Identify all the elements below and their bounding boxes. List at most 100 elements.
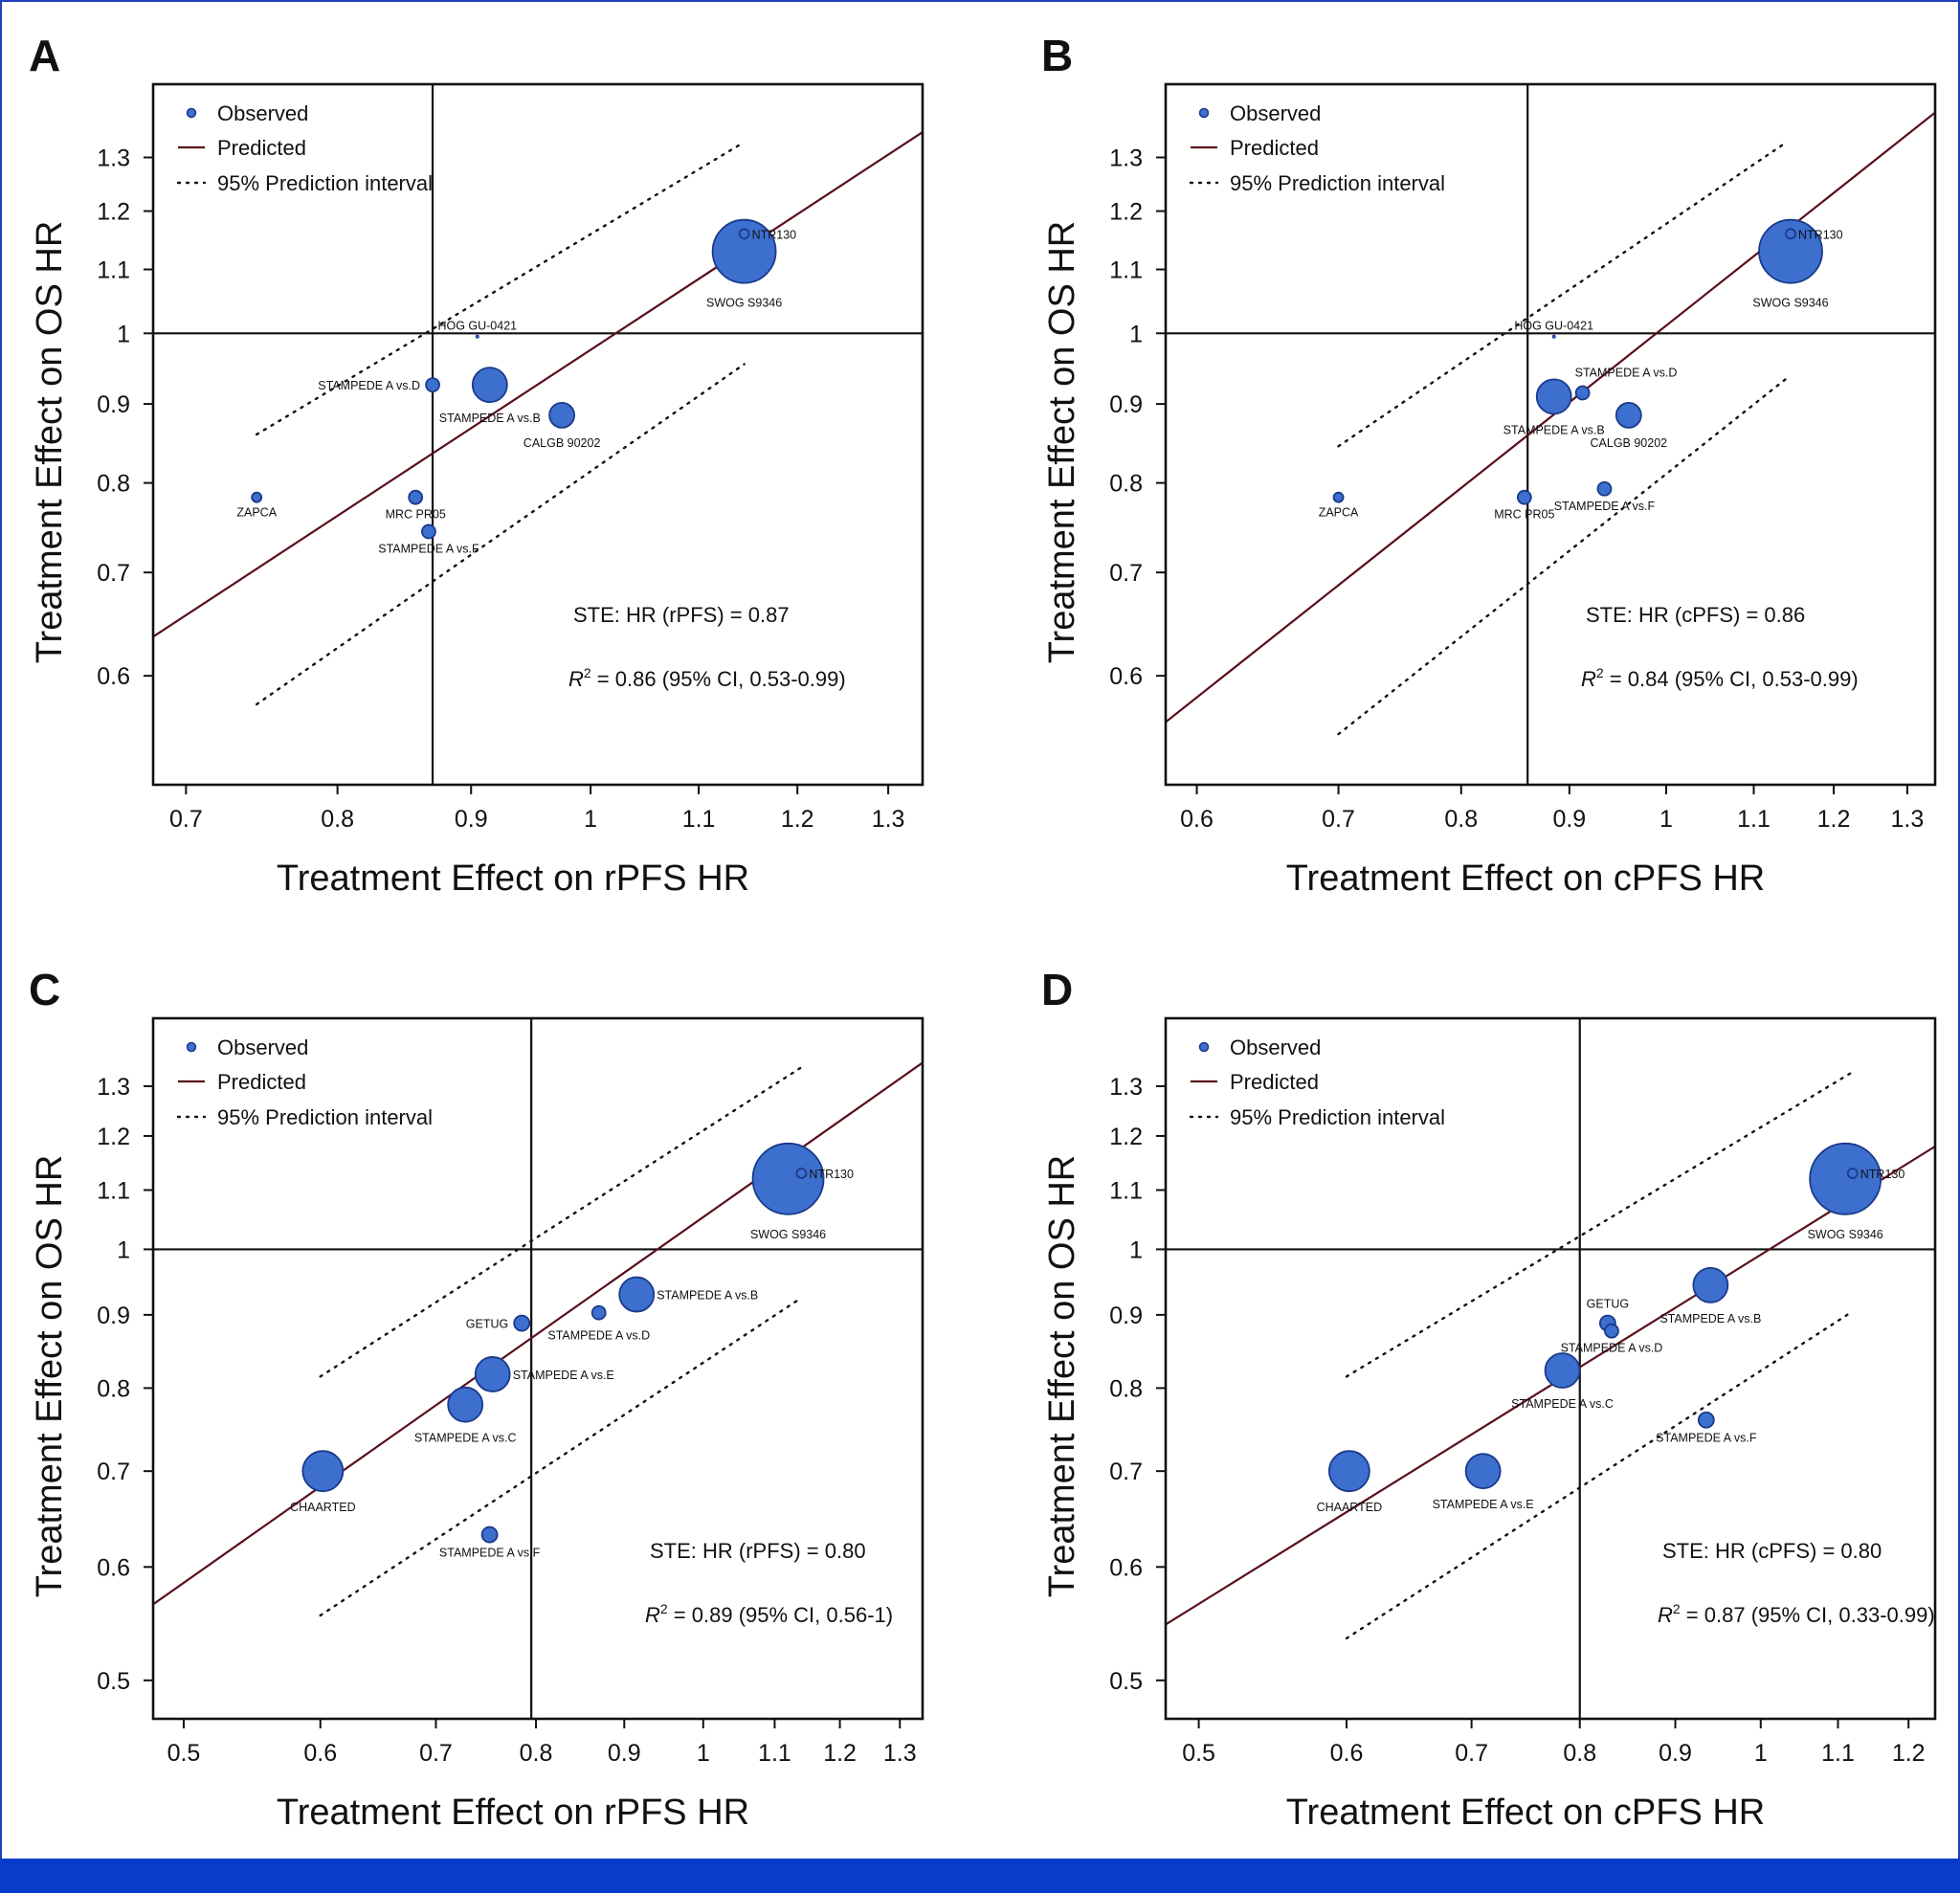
y-tick-label: 0.9 [1109, 1303, 1143, 1329]
x-tick-label: 0.6 [303, 1740, 337, 1767]
data-point [421, 523, 436, 540]
x-tick-label: 1 [584, 806, 597, 833]
plot-area [153, 1018, 923, 1719]
y-tick-label: 1.1 [1109, 1177, 1143, 1204]
x-tick-label: 1.3 [883, 1740, 917, 1767]
data-point [751, 1142, 825, 1215]
y-tick-label: 1.1 [97, 1177, 130, 1204]
x-tick-label: 0.8 [1563, 1740, 1596, 1767]
predicted-line [153, 131, 923, 638]
plot-frame [151, 82, 924, 787]
point-label: STAMPEDE A vs.F [1554, 500, 1656, 513]
plot-frame [1164, 1016, 1937, 1721]
legend-observed-marker [186, 1041, 197, 1053]
legend-observed-marker [1198, 107, 1210, 119]
r2-annotation: R2 = 0.84 (95% CI, 0.53-0.99) [1581, 665, 1859, 691]
legend-predicted-label: Predicted [217, 1070, 306, 1094]
y-tick-label: 0.7 [97, 1459, 130, 1485]
y-tick-label: 0.6 [1109, 1554, 1143, 1581]
data-point [1604, 1323, 1619, 1339]
x-tick-label: 1.1 [682, 806, 716, 833]
y-tick-label: 0.9 [1109, 391, 1143, 418]
y-axis-title: Treatment Effect on OS HR [1042, 221, 1082, 664]
y-tick-label: 1 [117, 321, 130, 347]
plot-frame [1164, 82, 1937, 787]
x-tick-label: 1.1 [758, 1740, 791, 1767]
x-tick-label: 0.5 [1182, 1740, 1215, 1767]
x-tick-label: 1.3 [872, 806, 905, 833]
data-point [711, 218, 777, 284]
legend-observed-label: Observed [217, 1036, 308, 1059]
data-point [1596, 480, 1613, 497]
x-tick-label: 0.7 [419, 1740, 453, 1767]
panel-letter: C [29, 965, 60, 1014]
x-tick-label: 0.9 [455, 806, 488, 833]
point-label: STAMPEDE A vs.D [1575, 367, 1678, 380]
point-label: CALGB 90202 [523, 436, 601, 450]
y-tick-label: 1 [1129, 321, 1143, 347]
figure-canvas: A NTR130 SWOG S9346 HOG GU-0421 STAMPEDE A v… [29, 31, 1937, 1833]
y-tick-label: 0.6 [97, 663, 130, 690]
y-tick-label: 0.6 [97, 1554, 130, 1581]
y-tick-label: 0.7 [1109, 560, 1143, 587]
x-tick-label: 1.2 [1892, 1740, 1926, 1767]
point-label: STAMPEDE A vs.F [378, 542, 479, 555]
y-tick-label: 1.3 [1109, 145, 1143, 171]
y-tick-label: 1 [1129, 1236, 1143, 1263]
plot-area [1166, 84, 1935, 785]
point-label: NTR130 [1860, 1168, 1905, 1181]
y-tick-label: 1.2 [97, 1124, 130, 1150]
data-point [475, 334, 479, 339]
y-tick-label: 0.8 [97, 1375, 130, 1402]
data-point [548, 401, 576, 429]
point-label: STAMPEDE A vs.B [657, 1289, 758, 1303]
point-label: STAMPEDE A vs.D [318, 379, 420, 392]
data-point [590, 1304, 607, 1321]
y-tick-label: 0.9 [97, 391, 130, 418]
point-label: SWOG S9346 [1752, 297, 1828, 310]
prediction-interval-upper [319, 1066, 803, 1378]
data-point [1544, 1352, 1581, 1389]
y-tick-label: 0.7 [1109, 1459, 1143, 1485]
y-tick-label: 0.6 [1109, 663, 1143, 690]
point-label: STAMPEDE A vs.F [1656, 1432, 1757, 1445]
point-label: NTR130 [1798, 228, 1843, 241]
data-point [1551, 334, 1556, 339]
y-tick-label: 1 [117, 1236, 130, 1263]
x-tick-label: 1.1 [1821, 1740, 1855, 1767]
x-tick-label: 1.2 [823, 1740, 857, 1767]
prediction-interval-lower [1345, 1310, 1854, 1640]
point-label: GETUG [466, 1318, 508, 1331]
x-tick-label: 0.8 [321, 806, 354, 833]
r2-annotation: R2 = 0.89 (95% CI, 0.56-1) [645, 1601, 893, 1627]
point-label: NTR130 [752, 228, 797, 241]
y-tick-label: 0.7 [97, 560, 130, 587]
data-point [447, 1386, 484, 1423]
point-label: ZAPCA [236, 506, 277, 520]
point-label: HOG GU-0421 [1514, 319, 1593, 332]
point-label: ZAPCA [1319, 506, 1359, 520]
legend-predicted-label: Predicted [1230, 136, 1319, 160]
data-point [1535, 378, 1572, 415]
legend-predicted-label: Predicted [217, 136, 306, 160]
x-tick-label: 0.6 [1180, 806, 1214, 833]
x-axis-title: Treatment Effect on rPFS HR [277, 858, 749, 899]
legend-interval-label: 95% Prediction interval [1230, 1105, 1445, 1129]
x-tick-label: 0.9 [608, 1740, 641, 1767]
y-tick-label: 1.2 [1109, 1124, 1143, 1150]
x-tick-label: 1 [697, 1740, 710, 1767]
point-label: MRC PR05 [386, 508, 446, 522]
y-tick-label: 1.2 [1109, 199, 1143, 226]
prediction-interval-lower [1337, 377, 1789, 736]
data-point [738, 228, 750, 240]
y-tick-label: 0.5 [1109, 1668, 1143, 1695]
point-label: NTR130 [809, 1168, 854, 1181]
x-tick-label: 0.7 [1455, 1740, 1488, 1767]
point-label: SWOG S9346 [750, 1228, 826, 1241]
x-axis-title: Treatment Effect on rPFS HR [277, 1793, 749, 1833]
data-point [471, 367, 508, 404]
point-label: STAMPEDE A vs.D [1561, 1342, 1663, 1355]
panel-letter: B [1041, 31, 1073, 80]
x-axis-title: Treatment Effect on cPFS HR [1286, 858, 1766, 899]
